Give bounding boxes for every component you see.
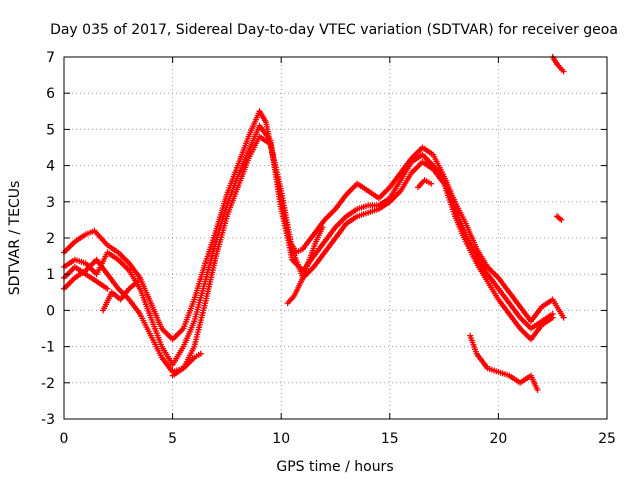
series-markers (284, 224, 326, 307)
series-track-8 (415, 177, 435, 191)
series-markers (100, 278, 141, 314)
x-tick-label: 25 (598, 431, 616, 447)
y-tick-label: -2 (41, 376, 55, 392)
x-tick-label: 15 (381, 431, 399, 447)
series-track-10 (554, 213, 565, 223)
y-tick-label: 3 (46, 195, 55, 211)
series-markers (554, 213, 565, 223)
series-track-7 (284, 224, 326, 307)
series-markers (169, 350, 204, 379)
x-tick-label: 0 (60, 431, 69, 447)
series-line (469, 334, 539, 392)
y-tick-label: 7 (46, 50, 55, 66)
series-markers (415, 177, 435, 191)
x-tick-label: 20 (489, 431, 507, 447)
y-tick-label: 5 (46, 122, 55, 138)
axis-ticks: 0 5 10 15 20 25 -3 -2 -1 0 1 2 3 4 5 6 7 (41, 50, 616, 447)
x-axis-label: GPS time / hours (276, 459, 393, 475)
x-tick-label: 10 (272, 431, 290, 447)
y-tick-label: -1 (41, 340, 55, 356)
chart-title: Day 035 of 2017, Sidereal Day-to-day VTE… (50, 22, 618, 38)
series-markers (467, 332, 541, 393)
data-series (61, 54, 567, 393)
series-track-6 (169, 350, 204, 379)
y-tick-label: 1 (46, 267, 55, 283)
y-axis-label: SDTVAR / TECUs (7, 181, 23, 296)
series-track-5 (100, 278, 141, 314)
y-tick-label: 0 (46, 303, 55, 319)
series-track-9 (467, 332, 541, 393)
y-tick-label: 6 (46, 86, 55, 102)
series-line (62, 110, 565, 341)
series-track-11 (549, 54, 567, 75)
x-tick-label: 5 (168, 431, 177, 447)
y-tick-label: -3 (41, 412, 55, 428)
y-tick-label: 2 (46, 231, 55, 247)
y-tick-label: 4 (46, 159, 55, 175)
